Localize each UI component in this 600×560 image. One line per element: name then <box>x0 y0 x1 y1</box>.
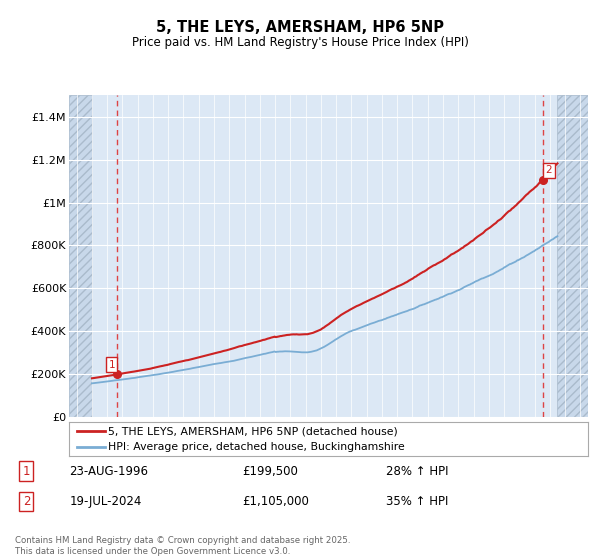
Text: 1: 1 <box>109 360 115 370</box>
Text: 35% ↑ HPI: 35% ↑ HPI <box>386 495 449 508</box>
Text: 2: 2 <box>546 165 553 175</box>
Text: 5, THE LEYS, AMERSHAM, HP6 5NP (detached house): 5, THE LEYS, AMERSHAM, HP6 5NP (detached… <box>108 426 398 436</box>
Text: HPI: Average price, detached house, Buckinghamshire: HPI: Average price, detached house, Buck… <box>108 442 404 452</box>
Bar <box>557 95 588 417</box>
Text: 23-AUG-1996: 23-AUG-1996 <box>70 465 149 478</box>
Text: 1: 1 <box>23 465 30 478</box>
Text: 5, THE LEYS, AMERSHAM, HP6 5NP: 5, THE LEYS, AMERSHAM, HP6 5NP <box>156 20 444 35</box>
Text: 2: 2 <box>23 495 30 508</box>
Text: Price paid vs. HM Land Registry's House Price Index (HPI): Price paid vs. HM Land Registry's House … <box>131 36 469 49</box>
Text: 28% ↑ HPI: 28% ↑ HPI <box>386 465 449 478</box>
Text: £199,500: £199,500 <box>242 465 298 478</box>
Text: 19-JUL-2024: 19-JUL-2024 <box>70 495 142 508</box>
Text: £1,105,000: £1,105,000 <box>242 495 309 508</box>
Bar <box>69 95 92 417</box>
Text: Contains HM Land Registry data © Crown copyright and database right 2025.
This d: Contains HM Land Registry data © Crown c… <box>15 536 350 556</box>
